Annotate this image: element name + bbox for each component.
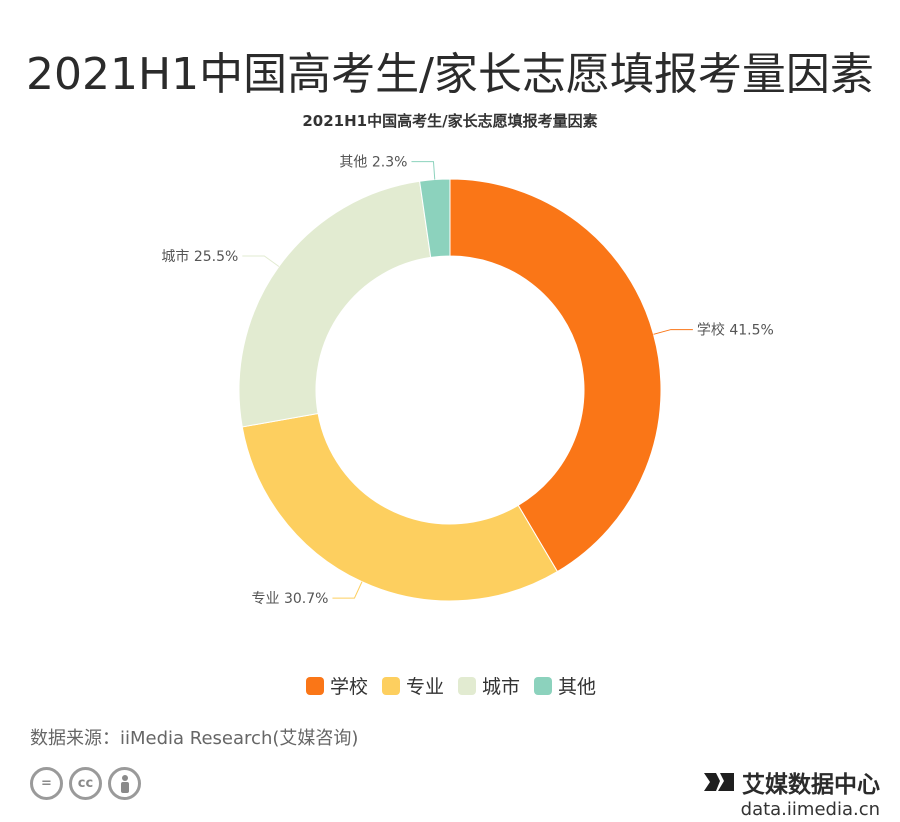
legend-label-3: 其他 [558,676,596,698]
chart-legend: 学校 专业 城市 其他 [306,676,596,698]
donut-slices [238,178,662,602]
legend-swatch-2 [458,677,476,695]
data-label-3: 其他 2.3% [339,155,407,171]
legend-swatch-0 [306,677,324,695]
leader-line-3 [411,161,436,180]
leader-line-2 [242,255,280,267]
slice-2 [238,180,432,428]
legend-label-0: 学校 [330,676,368,698]
cc-license-icon: cc [69,767,102,800]
brand-url: data.iimedia.cn [740,799,880,820]
legend-swatch-3 [534,677,552,695]
brand-name: 艾媒数据中心 [742,772,880,798]
page-title: 2021H1中国高考生/家长志愿填报考量因素 [26,49,874,100]
brand-logo: 艾媒数据中心 data.iimedia.cn [702,765,880,820]
legend-label-2: 城市 [482,676,520,698]
leader-line-0 [653,329,693,335]
legend-label-1: 专业 [406,676,444,698]
license-icons: = cc [30,767,141,800]
legend-swatch-1 [382,677,400,695]
donut-data-labels: 学校 41.5% 专业 30.7% 城市 25.5% 其他 2.3% [161,155,773,608]
slice-0 [449,178,662,573]
data-label-0: 学校 41.5% [697,322,774,339]
chart-title: 2021H1中国高考生/家长志愿填报考量因素 [302,112,597,130]
equals-license-icon: = [30,767,63,800]
data-source: 数据来源：iiMedia Research(艾媒咨询) [30,728,359,749]
data-label-1: 专业 30.7% [252,591,329,607]
slice-3 [419,178,451,258]
brand-mark-icon [702,769,736,795]
data-label-2: 城市 25.5% [161,248,238,265]
person-license-icon [108,767,141,800]
slice-1 [241,412,559,602]
leader-line-1 [332,581,363,599]
